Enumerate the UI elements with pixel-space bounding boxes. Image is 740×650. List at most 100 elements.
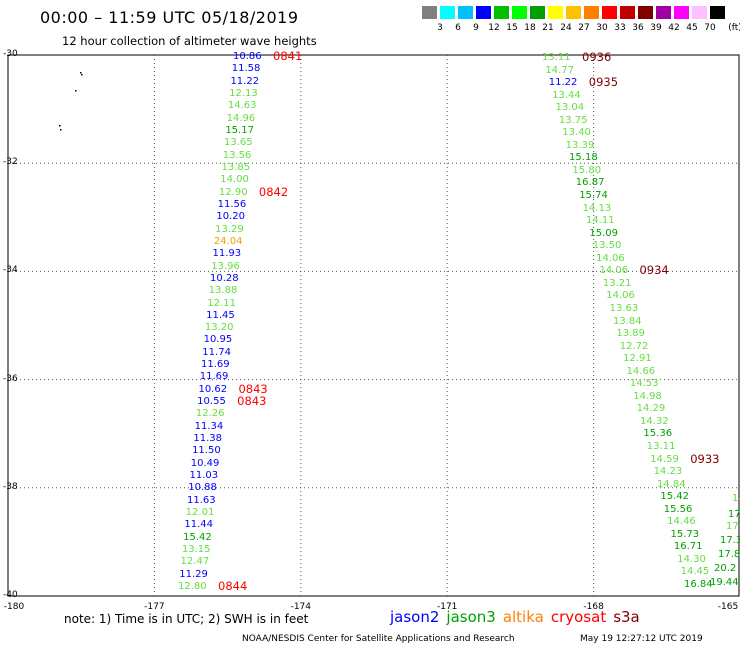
scale-swatch: [530, 6, 545, 19]
swh-value: 10.49: [190, 457, 220, 469]
island-dot: [60, 129, 62, 131]
pass-time: 0935: [588, 75, 619, 90]
scale-label: 21: [542, 23, 554, 33]
swh-value: 11.22: [548, 77, 578, 89]
swh-value: 14.66: [626, 365, 656, 377]
legend-cryosat: cryosat: [550, 608, 607, 626]
scale-label: 9: [473, 23, 479, 33]
swh-value: 14.77: [545, 64, 575, 76]
swh-value: 13.29: [215, 223, 244, 235]
swh-value: 11.38: [193, 433, 222, 445]
scale-label: 30: [596, 23, 608, 33]
swh-value: 14.45: [680, 566, 710, 578]
swh-value: 14.11: [585, 215, 615, 227]
swh-value: 10.88: [188, 482, 217, 494]
lon-label: -180: [3, 602, 25, 612]
swh-value: 11.93: [212, 248, 242, 260]
swh-value: 15.36: [643, 428, 673, 440]
swh-value: 11.69: [199, 371, 229, 383]
lon-label: -165: [717, 602, 739, 612]
scale-swatch: [674, 6, 689, 19]
swh-value: 13.75: [558, 114, 588, 126]
swh-value: 17.8: [718, 549, 740, 560]
island-dot: [81, 74, 83, 76]
swh-value: 11.56: [217, 198, 247, 210]
scale-swatch: [476, 6, 491, 19]
credit-line: NOAA/NESDIS Center for Satellite Applica…: [242, 634, 515, 644]
swh-value: 11.22: [230, 75, 260, 87]
swh-value: 11.50: [192, 445, 221, 457]
legend-altika: altika: [502, 608, 544, 626]
swh-value: 10.95: [203, 334, 233, 346]
swh-value: 17.3: [720, 535, 740, 546]
swh-value: 13.85: [221, 161, 251, 173]
lat-label: -34: [3, 265, 18, 276]
swh-value: 10.28: [209, 272, 239, 284]
swh-value: 14.29: [636, 403, 666, 415]
swh-value: 13.50: [592, 240, 622, 252]
generated-timestamp: May 19 12:27:12 UTC 2019: [580, 634, 703, 644]
swh-value: 11.63: [186, 494, 216, 506]
scale-swatch: [458, 6, 473, 19]
swh-value: 13.65: [224, 137, 253, 149]
page-title: 00:00 – 11:59 UTC 05/18/2019: [40, 8, 299, 27]
swh-value: 14.96: [226, 112, 256, 124]
swh-value: 13.89: [616, 328, 646, 340]
pass-time: 0933: [690, 451, 720, 466]
swh-value: 15.09: [589, 227, 618, 239]
scale-swatch: [602, 6, 617, 19]
swh-value: 14.84: [656, 478, 686, 490]
scale-label: 18: [524, 23, 536, 33]
swh-value: 13.39: [565, 139, 595, 151]
swh-value: 13.84: [613, 315, 642, 327]
legend-s3a: s3a: [613, 608, 640, 626]
scale-swatch: [692, 6, 707, 19]
swh-value: 16.84: [684, 579, 713, 590]
scale-swatch: [620, 6, 635, 19]
swh-value: 14.46: [667, 516, 696, 528]
swh-value: 15.80: [572, 164, 602, 176]
pass-time: 0842: [258, 184, 289, 199]
swh-value: 12.90: [218, 186, 248, 198]
satellite-legend: jason2 jason3 altika cryosat s3a: [390, 608, 647, 626]
swh-value: 15.56: [663, 503, 693, 515]
swh-value: 17: [728, 509, 740, 520]
scale-swatch: [494, 6, 509, 19]
swh-value: 12.11: [207, 297, 237, 309]
swh-value: 15.42: [183, 531, 212, 543]
pass-time: 0844: [218, 579, 248, 593]
swh-value: 14.13: [582, 202, 612, 214]
pass-time: 0843: [237, 394, 267, 409]
swh-value: 13.20: [204, 322, 234, 334]
swh-value: 13.96: [211, 260, 240, 272]
swh-value: 13.40: [562, 127, 591, 139]
swh-value: 20.2: [714, 563, 737, 574]
swh-value: 10.20: [216, 211, 245, 223]
swh-value: 12.47: [180, 556, 210, 568]
scale-label: 15: [506, 23, 518, 33]
swh-value: 13.21: [602, 277, 632, 289]
scale-label: 6: [455, 23, 461, 33]
scale-swatch: [638, 6, 653, 19]
legend-jason2: jason2: [390, 608, 440, 626]
swh-value: 13.88: [208, 285, 238, 297]
lat-label: -36: [3, 373, 18, 384]
swh-value: 24.04: [213, 235, 243, 247]
swh-value: 14.06: [599, 265, 629, 277]
lat-label: -40: [3, 590, 18, 600]
swh-value: 13.15: [181, 544, 211, 556]
scale-unit: (ft): [728, 23, 740, 33]
swh-value: 12.01: [185, 507, 215, 519]
scale-swatch: [422, 6, 437, 19]
swh-value: 13.44: [552, 89, 581, 101]
swh-value: 14.32: [640, 415, 669, 427]
swh-value: 10.55: [197, 396, 226, 408]
swh-value: 12.72: [619, 340, 649, 352]
swh-value: 14.23: [653, 466, 683, 478]
scale-swatch: [512, 6, 527, 19]
lat-label: -32: [3, 157, 18, 168]
swh-value: 13.56: [222, 149, 252, 161]
lon-label: -177: [144, 602, 165, 612]
swh-value: 14.53: [629, 378, 659, 390]
